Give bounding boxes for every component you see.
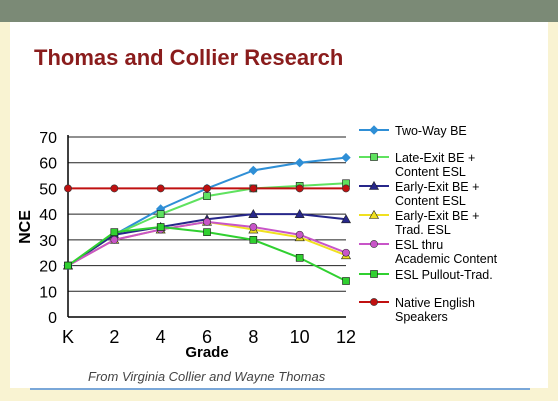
legend-swatch-marker bbox=[369, 125, 379, 135]
data-point bbox=[342, 184, 350, 193]
slide-title: Thomas and Collier Research bbox=[34, 45, 344, 70]
legend-label: Late-Exit BE + bbox=[395, 151, 475, 165]
data-point bbox=[249, 236, 258, 244]
y-tick-label: 70 bbox=[39, 130, 57, 147]
legend-swatch-marker bbox=[370, 270, 378, 278]
y-tick-label: 20 bbox=[39, 259, 57, 276]
legend-swatch-marker bbox=[368, 209, 380, 219]
x-tick-label: 2 bbox=[109, 327, 119, 347]
series-line bbox=[67, 156, 347, 267]
slide: Thomas and Collier Research 0 10 20 30 40 50 6… bbox=[10, 22, 548, 390]
data-point bbox=[203, 228, 211, 236]
data-point bbox=[203, 184, 211, 193]
legend-label: Content ESL bbox=[395, 165, 466, 179]
x-tick-label: 12 bbox=[336, 327, 356, 347]
data-point bbox=[295, 254, 304, 262]
legend-swatch-marker bbox=[370, 153, 378, 161]
data-point bbox=[342, 277, 350, 285]
x-tick-label: 4 bbox=[156, 327, 166, 347]
data-point bbox=[294, 209, 305, 218]
data-point bbox=[156, 210, 165, 218]
data-point bbox=[248, 165, 259, 176]
data-point bbox=[156, 223, 165, 231]
data-point bbox=[203, 217, 211, 226]
legend-label: Native English bbox=[395, 296, 475, 310]
data-point bbox=[342, 248, 350, 257]
data-point bbox=[110, 235, 119, 244]
source-credit: From Virginia Collier and Wayne Thomas bbox=[88, 369, 326, 384]
y-tick-label: 50 bbox=[39, 181, 57, 198]
legend-label: Content ESL bbox=[395, 194, 466, 208]
data-point bbox=[64, 261, 72, 270]
y-tick-label: 0 bbox=[48, 310, 57, 327]
y-tick-label: 30 bbox=[39, 233, 57, 250]
legend-swatch-marker bbox=[368, 180, 380, 190]
data-point bbox=[156, 184, 165, 193]
y-axis-title: NCE bbox=[17, 210, 34, 244]
legend-swatch-marker bbox=[370, 298, 378, 306]
data-point bbox=[64, 184, 72, 193]
legend-swatch-marker bbox=[370, 240, 378, 248]
x-tick-label: K bbox=[62, 327, 74, 347]
credit-underline bbox=[30, 388, 530, 390]
data-point bbox=[248, 209, 259, 218]
x-tick-label: 6 bbox=[202, 327, 212, 347]
line-chart: 0 10 20 30 40 50 60 70 K 2 4 6 8 10 12 Grade NCE Two-Way … bbox=[17, 124, 498, 361]
y-tick-label: 60 bbox=[39, 156, 57, 173]
data-point bbox=[295, 184, 304, 193]
legend-label: Academic Content bbox=[395, 252, 498, 266]
legend-label: Two-Way BE bbox=[395, 124, 467, 138]
x-tick-label: 10 bbox=[290, 327, 310, 347]
data-point bbox=[110, 228, 119, 236]
top-decorative-bar bbox=[0, 0, 558, 22]
legend-label: Speakers bbox=[395, 310, 448, 324]
x-tick-label: 8 bbox=[248, 327, 258, 347]
legend-label: ESL Pullout-Trad. bbox=[395, 268, 493, 282]
data-point bbox=[341, 152, 351, 163]
data-point bbox=[295, 230, 304, 239]
data-point bbox=[110, 184, 119, 193]
y-tick-label: 40 bbox=[39, 207, 57, 224]
legend-label: ESL thru bbox=[395, 238, 443, 252]
data-point bbox=[249, 223, 258, 231]
data-point bbox=[249, 184, 258, 193]
data-point bbox=[294, 158, 305, 168]
legend-label: Early-Exit BE + bbox=[395, 209, 479, 223]
legend-label: Trad. ESL bbox=[395, 223, 451, 237]
y-tick-label: 10 bbox=[39, 284, 57, 301]
data-point bbox=[340, 214, 352, 224]
legend-label: Early-Exit BE + bbox=[395, 180, 479, 194]
data-point bbox=[203, 192, 211, 200]
x-axis-title: Grade bbox=[185, 344, 228, 361]
